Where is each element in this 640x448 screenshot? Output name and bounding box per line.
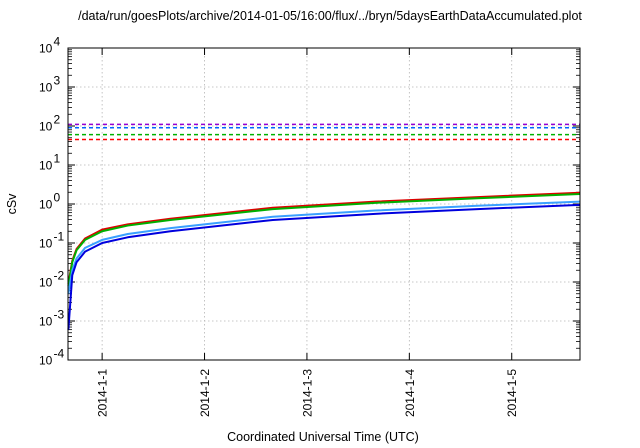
y-tick-exponent: 2 bbox=[54, 113, 61, 127]
y-tick-exponent: -1 bbox=[54, 230, 65, 244]
y-tick-base: 10 bbox=[39, 237, 53, 251]
series-line-8 bbox=[67, 203, 581, 330]
y-tick-exponent: -4 bbox=[54, 347, 65, 361]
y-tick-label: 10 2 bbox=[39, 113, 61, 134]
y-tick-base: 10 bbox=[39, 159, 53, 173]
y-tick-label: 10 -3 bbox=[39, 308, 64, 329]
y-tick-label: 10 3 bbox=[39, 74, 61, 95]
y-tick-base: 10 bbox=[39, 42, 53, 56]
x-tick-label: 2014-1-4 bbox=[403, 369, 417, 417]
x-tick-label: 2014-1-5 bbox=[505, 369, 519, 417]
x-tick-label: 2014-1-1 bbox=[96, 369, 110, 417]
y-tick-label: 10 0 bbox=[39, 191, 61, 212]
x-tick-label: 2014-1-3 bbox=[300, 369, 314, 417]
y-tick-exponent: 4 bbox=[54, 35, 61, 49]
chart-title: /data/run/goesPlots/archive/2014-01-05/1… bbox=[78, 9, 582, 23]
y-tick-label: 10 -1 bbox=[39, 230, 64, 251]
y-axis-label: cSv bbox=[5, 193, 19, 215]
y-tick-base: 10 bbox=[39, 354, 53, 368]
plot-frame bbox=[67, 47, 581, 361]
x-axis-label: Coordinated Universal Time (UTC) bbox=[227, 430, 419, 444]
y-tick-exponent: 3 bbox=[54, 74, 61, 88]
y-tick-exponent: -2 bbox=[54, 269, 65, 283]
y-tick-label: 10 -2 bbox=[39, 269, 64, 290]
x-tick-labels: 2014-1-1 2014-1-2 2014-1-3 2014-1-4 2014-1-5 bbox=[96, 369, 520, 417]
series-group bbox=[67, 123, 581, 330]
axis-ticks bbox=[68, 47, 580, 361]
y-tick-exponent: -3 bbox=[54, 308, 65, 322]
y-tick-base: 10 bbox=[39, 276, 53, 290]
y-tick-base: 10 bbox=[39, 81, 53, 95]
y-tick-exponent: 1 bbox=[54, 152, 61, 166]
series-line-6 bbox=[67, 193, 581, 286]
y-tick-base: 10 bbox=[39, 120, 53, 134]
y-tick-label: 10 4 bbox=[39, 35, 61, 56]
x-tick-label: 2014-1-2 bbox=[198, 369, 212, 417]
y-tick-base: 10 bbox=[39, 198, 53, 212]
y-tick-exponent: 0 bbox=[54, 191, 61, 205]
series-line-7 bbox=[67, 200, 581, 294]
y-tick-base: 10 bbox=[39, 315, 53, 329]
y-tick-label: 10 -4 bbox=[39, 347, 64, 368]
y-tick-label: 10 1 bbox=[39, 152, 61, 173]
